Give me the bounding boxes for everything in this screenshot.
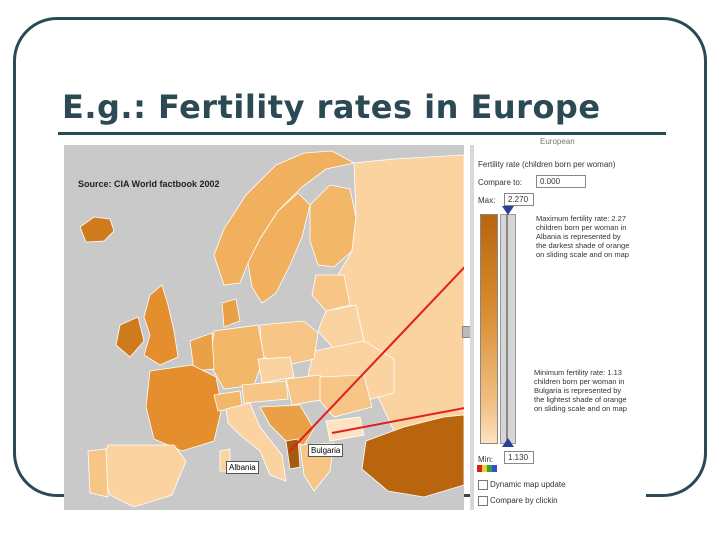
panel-cut-text: European bbox=[540, 137, 575, 146]
max-slider-handle[interactable] bbox=[502, 206, 514, 216]
dynamic-update-label: Dynamic map update bbox=[490, 480, 566, 489]
denmark-region bbox=[221, 298, 241, 328]
slider-track[interactable] bbox=[500, 214, 516, 444]
swatch-blue[interactable] bbox=[492, 465, 497, 472]
swatch-yellow[interactable] bbox=[482, 465, 487, 472]
arrow-max-to-albania bbox=[289, 266, 464, 452]
france-region bbox=[145, 364, 223, 452]
austria-region bbox=[241, 380, 289, 404]
albania-region bbox=[285, 438, 301, 470]
bulgaria-label: Bulgaria bbox=[308, 444, 344, 457]
iceland-region bbox=[79, 216, 115, 243]
czech-region bbox=[257, 356, 295, 384]
ireland-region bbox=[115, 316, 145, 358]
portugal-region bbox=[87, 448, 109, 498]
dynamic-update-checkbox[interactable] bbox=[478, 480, 488, 490]
italy-region bbox=[225, 402, 287, 482]
finland-region bbox=[309, 184, 357, 268]
germany-region bbox=[209, 324, 265, 390]
albania-label: Albania bbox=[226, 461, 259, 474]
map-source: Source: CIA World factbook 2002 bbox=[78, 179, 220, 189]
map-shapes bbox=[79, 150, 464, 508]
fertility-title: Fertility rate (children born per woman) bbox=[478, 160, 616, 169]
swatch-red[interactable] bbox=[477, 465, 482, 472]
slide-title: E.g.: Fertility rates in Europe bbox=[62, 88, 601, 126]
swatch-green[interactable] bbox=[487, 465, 492, 472]
color-scale-bar bbox=[480, 214, 498, 444]
min-input[interactable]: 1.130 bbox=[504, 451, 534, 464]
arrow-min-to-bulgaria bbox=[331, 407, 464, 434]
europe-map: Source: CIA World factbook 2002 Bulgaria… bbox=[64, 145, 464, 510]
spain-region bbox=[99, 444, 187, 508]
compare-input[interactable]: 0.000 bbox=[536, 175, 586, 188]
max-label: Max: bbox=[478, 196, 496, 205]
turkey-region bbox=[361, 414, 464, 498]
min-annotation: Minimum fertility rate: 1.13 children bo… bbox=[534, 368, 627, 413]
slider-track-line bbox=[506, 214, 508, 442]
panel-divider bbox=[470, 145, 474, 510]
sweden-region bbox=[247, 192, 311, 304]
bulgaria-region bbox=[325, 416, 365, 442]
baltic-region bbox=[311, 274, 351, 312]
legend-panel bbox=[470, 145, 646, 510]
min-slider-handle[interactable] bbox=[502, 438, 514, 448]
compare-click-label: Compare by clickin bbox=[490, 496, 558, 505]
title-underline bbox=[58, 132, 666, 135]
min-label: Min: bbox=[478, 455, 494, 464]
benelux-region bbox=[189, 332, 215, 372]
norway-region bbox=[213, 150, 356, 286]
max-input[interactable]: 2.270 bbox=[504, 193, 534, 206]
compare-label: Compare to: bbox=[478, 178, 523, 187]
max-annotation: Maximum fertility rate: 2.27 children bo… bbox=[536, 214, 630, 259]
compare-click-checkbox[interactable] bbox=[478, 496, 488, 506]
uk-region bbox=[143, 284, 179, 366]
